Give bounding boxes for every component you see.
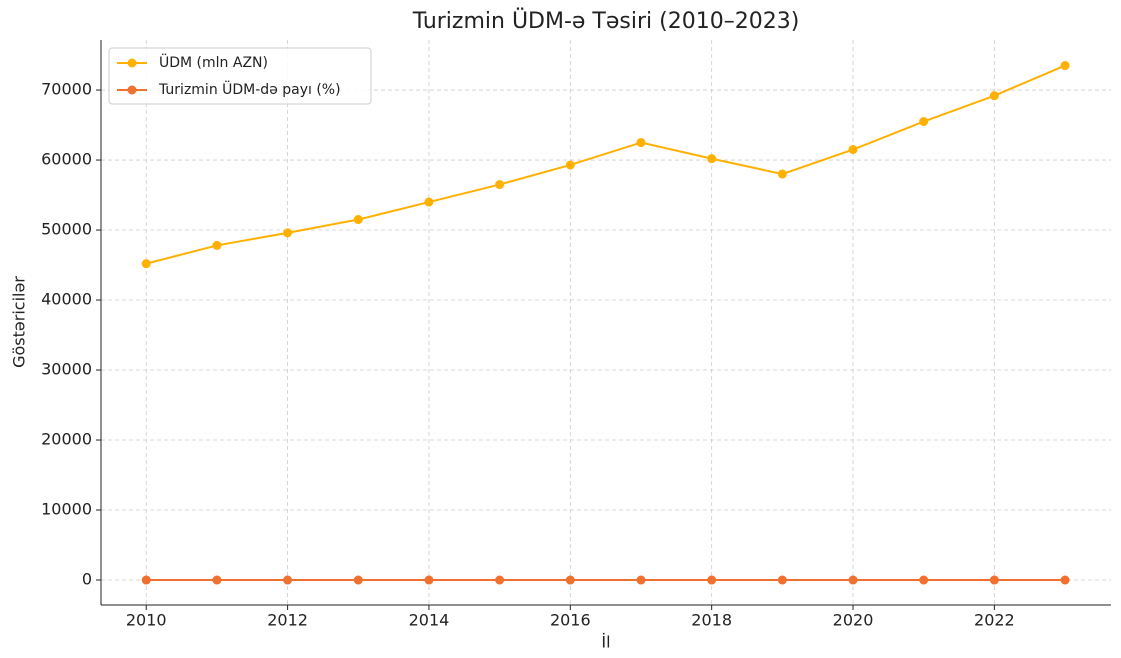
- y-tick-label: 0: [82, 570, 92, 589]
- data-point: [565, 575, 575, 585]
- series-line: [145, 64, 1066, 265]
- x-axis-label: İl: [601, 633, 610, 652]
- legend-marker: [127, 58, 137, 68]
- x-tick-label: 2012: [267, 611, 308, 630]
- y-tick-label: 50000: [41, 220, 92, 239]
- y-tick-label: 70000: [41, 80, 92, 99]
- y-tick-label: 20000: [41, 430, 92, 449]
- data-point: [707, 575, 717, 585]
- data-point: [777, 575, 787, 585]
- data-point: [495, 180, 505, 190]
- chart-title: Turizmin ÜDM-ə Təsiri (2010–2023): [412, 8, 800, 34]
- data-point: [848, 145, 858, 155]
- y-tick-label: 30000: [41, 360, 92, 379]
- data-point: [141, 575, 151, 585]
- y-axis-label: Göstəricilər: [10, 276, 29, 368]
- data-point: [141, 259, 151, 269]
- data-point: [636, 575, 646, 585]
- data-point: [777, 169, 787, 179]
- data-point: [565, 160, 575, 170]
- data-point: [353, 575, 363, 585]
- data-point: [1060, 61, 1070, 71]
- data-point: [919, 117, 929, 127]
- y-tick-label: 60000: [41, 150, 92, 169]
- data-point: [283, 228, 293, 238]
- data-point: [989, 575, 999, 585]
- data-point: [848, 575, 858, 585]
- x-tick-label: 2018: [691, 611, 732, 630]
- legend-box: [108, 47, 372, 105]
- x-tick-label: 2016: [550, 611, 591, 630]
- data-point: [1060, 575, 1070, 585]
- data-point: [212, 240, 222, 250]
- data-point: [989, 91, 999, 101]
- legend-marker: [127, 85, 137, 95]
- legend-label: Turizmin ÜDM-də payı (%): [158, 80, 341, 98]
- y-tick-label: 10000: [41, 500, 92, 519]
- data-point: [636, 138, 646, 148]
- data-point: [707, 154, 717, 164]
- data-point: [212, 575, 222, 585]
- legend-label: ÜDM (mln AZN): [159, 53, 268, 71]
- x-tick-label: 2010: [126, 611, 167, 630]
- data-point: [919, 575, 929, 585]
- data-point: [424, 575, 434, 585]
- data-point: [353, 215, 363, 225]
- y-tick-label: 40000: [41, 290, 92, 309]
- x-tick-label: 2020: [833, 611, 874, 630]
- data-point: [283, 575, 293, 585]
- x-tick-label: 2014: [409, 611, 450, 630]
- data-point: [424, 197, 434, 207]
- x-tick-label: 2022: [974, 611, 1015, 630]
- data-point: [495, 575, 505, 585]
